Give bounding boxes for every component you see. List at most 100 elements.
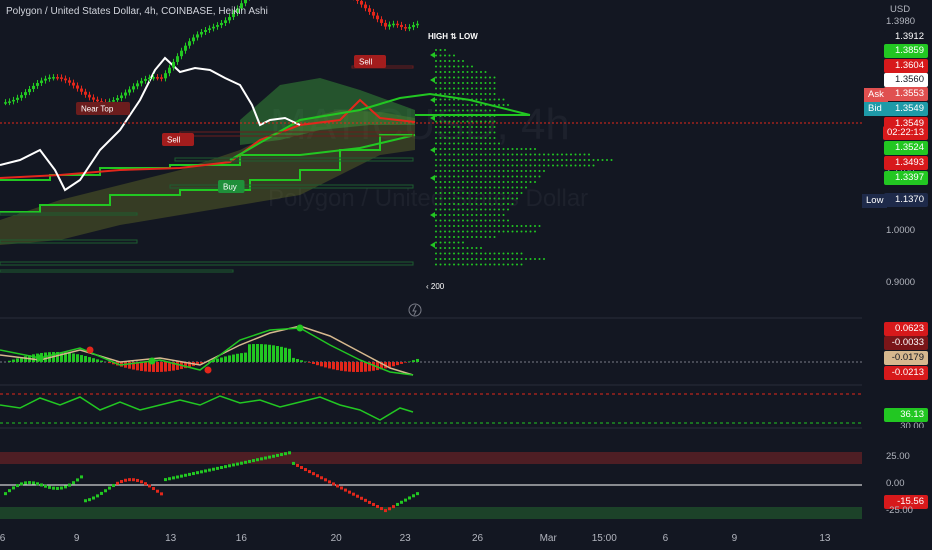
volume-profile-dot (484, 258, 487, 260)
osc-oversold-zone (0, 507, 862, 519)
macd-histogram-bar (380, 362, 383, 370)
volume-profile-dot (448, 60, 451, 62)
candle (368, 8, 371, 12)
volume-profile-dot (453, 76, 455, 79)
volume-profile-dot (457, 241, 460, 244)
buy-flag[interactable]: Buy (218, 180, 245, 193)
candle (388, 24, 391, 27)
volume-profile-dot (516, 175, 518, 178)
volume-profile-dot (534, 164, 536, 167)
osc-dot (244, 460, 247, 464)
volume-profile-dot (511, 252, 514, 255)
volume-profile-dot (480, 104, 482, 106)
osc-dot (148, 484, 151, 488)
time-axis[interactable]: 6 9 13 16 20 23 26 Mar 15:00 6 9 13 (0, 528, 862, 550)
volume-profile-dot (439, 186, 442, 189)
volume-profile-dot (502, 181, 505, 183)
volume-profile-dot (493, 137, 496, 139)
price-tag: 1.1370 (884, 193, 928, 207)
volume-profile-dot (448, 54, 451, 57)
volume-profile-dot (466, 65, 469, 68)
chart-canvas[interactable]: Near Top Sell Sell Buy (0, 0, 862, 528)
volume-profile-dot (439, 192, 442, 194)
osc-dot (184, 473, 187, 477)
volume-profile-dot (471, 120, 473, 123)
volume-profile-dot (480, 109, 482, 112)
macd-histogram-bar (364, 362, 367, 372)
volume-profile-title: HIGH ⇅ LOW (428, 32, 478, 41)
volume-profile-dot (435, 159, 437, 161)
sell-flag[interactable]: Sell (162, 133, 194, 146)
volume-profile-dot (498, 214, 500, 216)
volume-profile-dot (453, 247, 455, 249)
osc-dot (308, 470, 311, 474)
macd-histogram-bar (276, 346, 279, 362)
candle (372, 11, 375, 16)
time-label: 6 (662, 533, 669, 544)
white-trend-line (0, 56, 301, 192)
macd-histogram-bar (288, 348, 291, 362)
volume-profile-dot (489, 104, 491, 106)
volume-profile-dot (448, 65, 451, 68)
volume-profile-dot (471, 71, 473, 73)
macd-histogram-bar (200, 362, 203, 364)
volume-profile-dot (588, 159, 590, 161)
volume-profile-dot (498, 153, 500, 156)
watermark-symbol: MATICUSD, 4h (270, 100, 570, 149)
volume-profile-dot (462, 214, 464, 216)
candle (396, 23, 399, 26)
volume-profile-dot (457, 142, 460, 145)
volume-profile-dot (597, 159, 599, 161)
volume-profile-dot (534, 159, 536, 161)
volume-profile-dot (475, 153, 478, 156)
osc-dot (264, 456, 267, 460)
volume-profile-dot (457, 65, 460, 68)
volume-profile-dot (471, 258, 473, 260)
volume-profile-dot (435, 104, 437, 106)
osc-dot (360, 496, 363, 500)
volume-profile-dot (507, 159, 509, 161)
volume-profile-dot (484, 197, 487, 200)
volume-profile-dot (475, 236, 478, 238)
volume-profile-dot (475, 214, 478, 216)
sell-flag[interactable]: Sell (354, 55, 386, 68)
osc-dot (80, 475, 83, 479)
volume-profile-dot (466, 93, 469, 95)
osc-dot (20, 482, 23, 486)
volume-profile-dot (493, 142, 496, 145)
macd-histogram-bar (168, 362, 171, 372)
volume-profile-dot (507, 258, 509, 260)
price-tag: 1.3604 (884, 59, 928, 73)
volume-profile-dot (448, 208, 451, 211)
volume-profile-dot (516, 159, 518, 161)
macd-histogram-bar (244, 352, 247, 362)
volume-profile-dot (475, 142, 478, 145)
volume-profile-dot (448, 181, 451, 183)
osc-dot (72, 481, 75, 485)
osc-dot (284, 452, 287, 456)
volume-profile-dot (448, 252, 451, 255)
volume-profile-dot (480, 137, 482, 139)
volume-profile-dot (471, 263, 473, 266)
volume-profile-dot (489, 153, 491, 156)
volume-profile-dot (439, 241, 442, 244)
volume-profile-dot (448, 115, 451, 117)
volume-profile-dot (516, 258, 518, 260)
volume-profile-dot (489, 115, 491, 117)
near-top-flag[interactable]: Near Top (76, 102, 130, 115)
volume-profile-dot (453, 87, 455, 90)
osc-dot (208, 468, 211, 472)
macd-histogram-bar (208, 361, 211, 362)
macd-histogram-bar (352, 362, 355, 372)
macd-histogram-bar (268, 344, 271, 362)
volume-profile-dot (543, 164, 545, 167)
volume-profile-count[interactable]: ‹ 200 (426, 282, 445, 291)
macd-histogram-bar (16, 358, 19, 362)
volume-profile-dot (439, 159, 442, 161)
macd-histogram-bar (344, 362, 347, 372)
osc-dot (276, 453, 279, 457)
volume-profile-dot (466, 142, 469, 145)
candle (24, 92, 27, 96)
volume-profile-dot (480, 252, 482, 255)
